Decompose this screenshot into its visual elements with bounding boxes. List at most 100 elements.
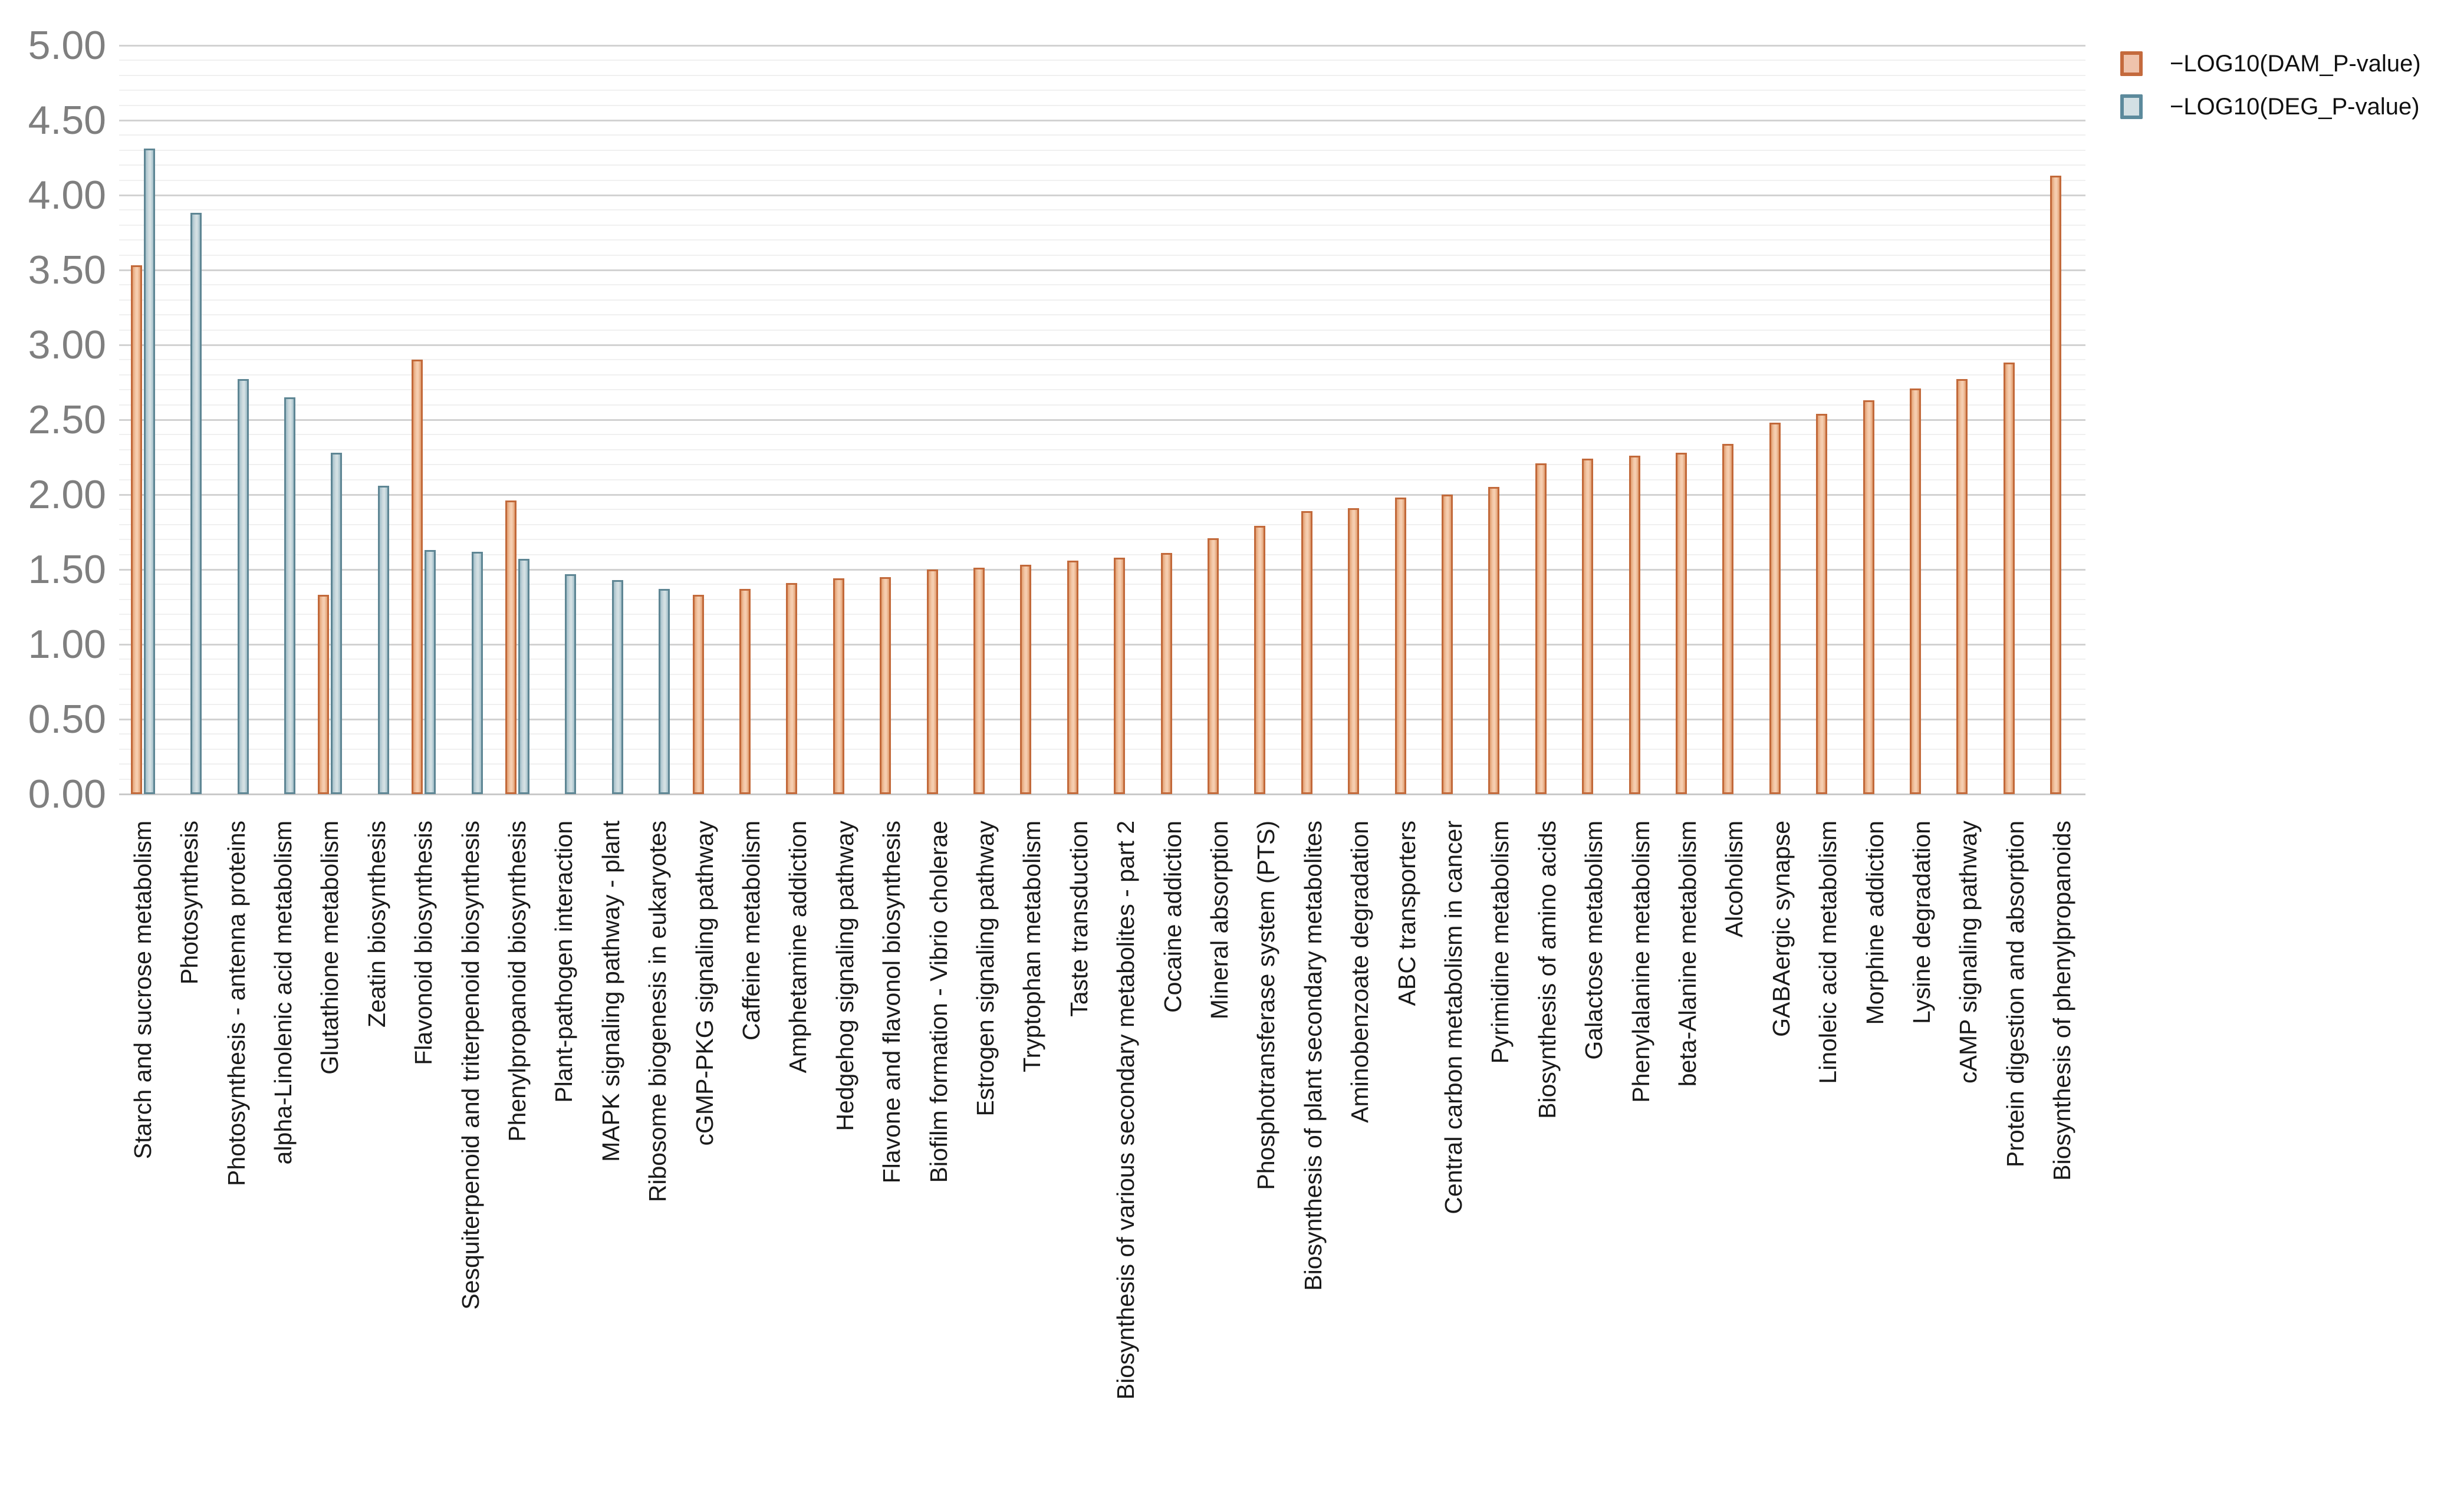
bar-dam-40 [2004, 363, 2015, 794]
bar-dam-18 [973, 568, 985, 794]
bar-dam-30 [1535, 463, 1547, 794]
bar-dam-0 [131, 265, 142, 794]
y-axis-tick-label: 1.50 [28, 547, 106, 592]
x-axis-label: Glutathione metabolism [316, 821, 343, 1075]
x-axis-label: Photosynthesis - antenna proteins [223, 821, 250, 1186]
bar-dam-32 [1629, 456, 1640, 794]
x-axis-label: alpha-Linolenic acid metabolism [269, 821, 297, 1165]
gridline-minor [119, 778, 2085, 780]
bar-deg-8 [518, 559, 529, 794]
bar-dam-12 [693, 595, 704, 794]
x-axis-label: cAMP signaling pathway [1955, 821, 1982, 1084]
bar-dam-24 [1254, 526, 1265, 794]
x-axis-label: Pyrimidine metabolism [1486, 821, 1514, 1064]
bar-dam-14 [786, 583, 797, 794]
y-axis-tick-label: 0.50 [28, 697, 106, 742]
x-axis-label: beta-Alanine metabolism [1674, 821, 1701, 1087]
bar-deg-7 [472, 552, 483, 794]
y-axis-tick-label: 2.50 [28, 397, 106, 442]
x-axis-label: Protein digestion and absorption [2002, 821, 2029, 1168]
bar-deg-9 [565, 574, 576, 794]
x-axis-label: cGMP-PKG signaling pathway [691, 821, 718, 1146]
legend-label-deg: −LOG10(DEG_P-value) [2170, 93, 2420, 120]
gridline-minor [119, 60, 2085, 61]
gridline-minor [119, 179, 2085, 181]
gridline-minor [119, 104, 2085, 106]
gridline-minor [119, 614, 2085, 615]
gridline-minor [119, 254, 2085, 256]
bar-dam-21 [1114, 558, 1125, 794]
x-axis-label: Amphetamine addiction [784, 821, 811, 1073]
bar-deg-6 [425, 550, 436, 794]
x-axis-label: Estrogen signaling pathway [972, 821, 999, 1117]
x-axis-label: Flavonoid biosynthesis [410, 821, 437, 1065]
bar-deg-3 [284, 397, 295, 794]
gridline-minor [119, 314, 2085, 316]
gridline-minor [119, 509, 2085, 511]
bar-dam-15 [833, 578, 844, 794]
x-axis-label: Cocaine addiction [1159, 821, 1186, 1013]
bar-dam-38 [1910, 388, 1921, 794]
gridline-major [119, 419, 2085, 421]
bar-dam-16 [880, 577, 891, 794]
gridline-minor [119, 299, 2085, 301]
gridline-minor [119, 689, 2085, 690]
y-axis-tick-label: 1.00 [28, 622, 106, 667]
y-axis-tick-label: 3.00 [28, 322, 106, 367]
legend-item-deg: −LOG10(DEG_P-value) [2120, 94, 2420, 120]
gridline-major [119, 719, 2085, 720]
x-axis-label: Phenylpropanoid biosynthesis [504, 821, 531, 1142]
gridline-major [119, 569, 2085, 571]
y-axis-tick-label: 2.00 [28, 472, 106, 517]
x-axis-label: Alcoholism [1720, 821, 1748, 938]
bar-dam-8 [505, 500, 517, 794]
x-axis-label: Starch and sucrose metabolism [129, 821, 156, 1160]
gridline-minor [119, 748, 2085, 750]
x-axis-label: Hedgehog signaling pathway [831, 821, 858, 1131]
gridline-minor [119, 224, 2085, 226]
gridline-minor [119, 149, 2085, 151]
bar-dam-35 [1769, 423, 1781, 794]
x-axis-label: Biofilm formation - Vibrio cholerae [925, 821, 952, 1183]
gridline-major [119, 269, 2085, 271]
gridline-major [119, 494, 2085, 496]
gridline-minor [119, 134, 2085, 136]
bar-deg-0 [144, 149, 155, 794]
gridline-minor [119, 539, 2085, 541]
bar-dam-13 [739, 589, 751, 794]
bar-dam-26 [1348, 508, 1359, 794]
x-axis-label: Sesquiterpenoid and triterpenoid biosynt… [457, 821, 484, 1310]
bar-dam-23 [1208, 538, 1219, 794]
x-axis-label: Biosynthesis of various secondary metabo… [1112, 821, 1139, 1400]
gridline-minor [119, 164, 2085, 166]
gridline-minor [119, 733, 2085, 735]
bar-deg-1 [190, 213, 202, 794]
bar-dam-19 [1020, 565, 1031, 794]
gridline-minor [119, 90, 2085, 91]
x-axis-label: Phenylalanine metabolism [1627, 821, 1654, 1103]
gridline-minor [119, 209, 2085, 211]
x-axis-label: MAPK signaling pathway - plant [597, 821, 624, 1162]
x-axis-line [119, 793, 2085, 795]
bar-deg-11 [659, 589, 670, 794]
bar-dam-39 [1956, 379, 1968, 794]
x-axis-label: Photosynthesis [176, 821, 203, 985]
bar-deg-10 [612, 580, 623, 794]
bar-dam-28 [1442, 495, 1453, 794]
x-axis-label: Aminobenzoate degradation [1346, 821, 1373, 1123]
y-axis-tick-label: 5.00 [28, 23, 106, 68]
x-axis-label: ABC transporters [1393, 821, 1420, 1006]
bar-dam-33 [1676, 453, 1687, 794]
gridline-minor [119, 763, 2085, 765]
bar-dam-27 [1395, 498, 1406, 794]
x-axis-label: Galactose metabolism [1580, 821, 1607, 1060]
gridline-minor [119, 239, 2085, 241]
y-axis-tick-label: 4.50 [28, 98, 106, 143]
gridline-major [119, 45, 2085, 47]
gridline-major [119, 195, 2085, 196]
x-axis-label: Tryptophan metabolism [1018, 821, 1045, 1072]
gridline-minor [119, 523, 2085, 525]
bar-dam-36 [1816, 414, 1827, 794]
x-axis-label: Morphine addiction [1861, 821, 1889, 1025]
x-axis-label: Biosynthesis of plant secondary metaboli… [1300, 821, 1327, 1291]
